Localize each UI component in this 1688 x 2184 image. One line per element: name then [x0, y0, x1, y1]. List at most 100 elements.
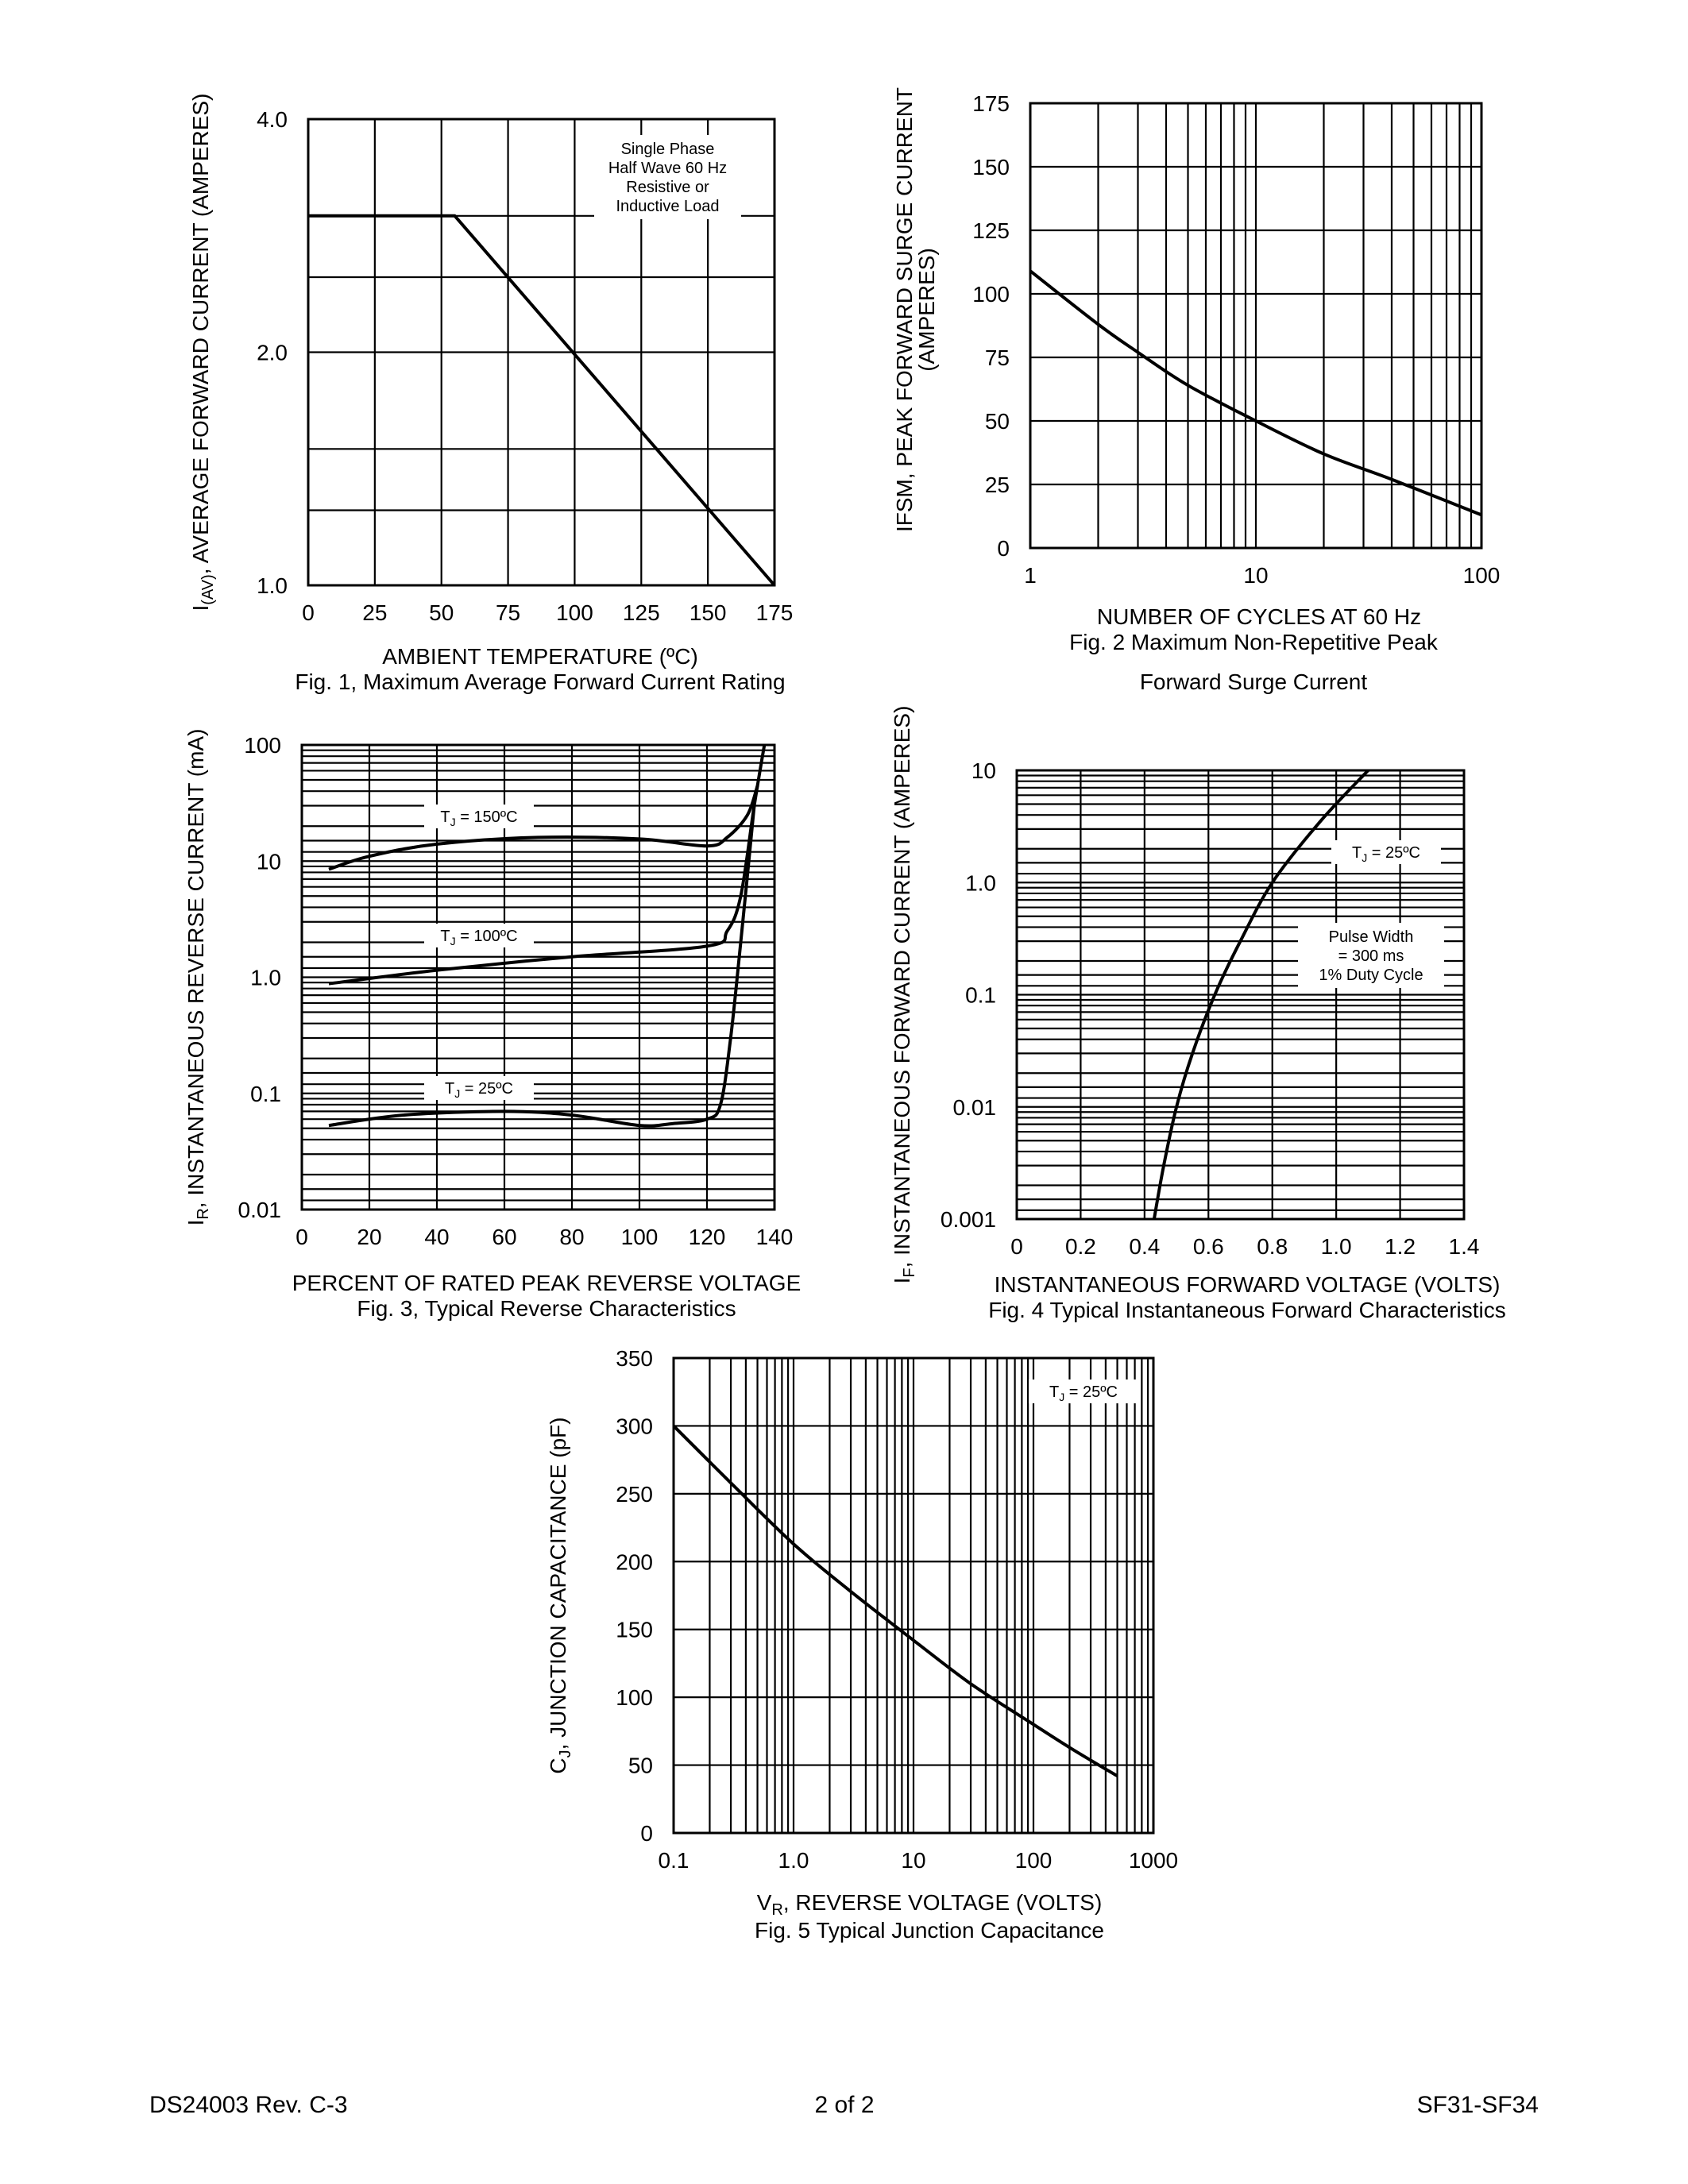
fig1-x-tick-label: 75 — [496, 600, 520, 625]
fig3-y-tick-label: 10 — [257, 849, 281, 874]
fig2-y-tick-label: 50 — [985, 409, 1010, 434]
fig2-y-tick-label: 0 — [997, 536, 1010, 561]
fig3-series-label-25-bg — [424, 1076, 534, 1100]
fig1-y-tick-label: 2.0 — [257, 341, 288, 365]
fig5-y-tick-label: 50 — [628, 1754, 653, 1778]
fig4-note-line: Pulse Width — [1329, 928, 1414, 946]
fig4-y-tick-label: 0.1 — [965, 983, 996, 1008]
fig3-y-tick-label: 1.0 — [250, 966, 281, 990]
fig5-y-tick-label: 250 — [616, 1482, 653, 1507]
fig4-chart: Pulse Width= 300 ms 1% Duty Cycle TJ = 25º… — [890, 706, 1506, 1322]
fig3-x-axis-label: PERCENT OF RATED PEAK REVERSE VOLTAGE — [292, 1271, 802, 1295]
fig4-x-tick-label: 0.8 — [1257, 1234, 1288, 1259]
fig1-plot-frame — [307, 118, 776, 587]
fig3-series-label-100-bg — [424, 924, 534, 947]
fig1-y-axis-label: I(AV), AVERAGE FORWARD CURRENT (AMPERES) — [188, 93, 217, 611]
fig3-y-tick-label: 0.01 — [238, 1198, 282, 1222]
fig3-plot-frame — [300, 743, 776, 1211]
fig3-series-line — [328, 785, 759, 871]
fig1-caption: Fig. 1, Maximum Average Forward Current … — [295, 669, 785, 694]
fig3-x-tick-label: 80 — [559, 1225, 584, 1249]
fig2-y-tick-label: 25 — [985, 473, 1010, 497]
fig3-y-tick-label: 100 — [244, 733, 281, 758]
fig1-x-tick-label: 0 — [302, 600, 315, 625]
fig4-x-tick-label: 0.6 — [1193, 1234, 1224, 1259]
fig1-note-line: Inductive Load — [616, 198, 719, 215]
fig5-x-tick-label: 1.0 — [778, 1848, 809, 1873]
fig1-series-line — [308, 214, 776, 587]
fig5-y-tick-label: 0 — [640, 1821, 653, 1846]
fig5-x-tick-label: 100 — [1015, 1848, 1053, 1873]
fig1-x-tick-label: 25 — [362, 600, 387, 625]
fig1-x-tick-label: 150 — [689, 600, 727, 625]
fig5-series-label-25-bg — [1029, 1379, 1138, 1403]
fig5-series-label-25: TJ = 25ºC — [1049, 1383, 1118, 1403]
fig4-series-label-25-bg — [1331, 840, 1441, 864]
fig1-note-line: Resistive or — [626, 179, 709, 196]
fig5-caption: Fig. 5 Typical Junction Capacitance — [755, 1918, 1104, 1943]
fig3-series-label-100: TJ = 100ºC — [440, 928, 517, 947]
fig4-x-tick-label: 1.4 — [1449, 1234, 1480, 1259]
fig4-x-tick-label: 1.2 — [1385, 1234, 1416, 1259]
fig2-chart: 1 10 100 0 25 50 75 100 125 150 175 NUMBER OF CYCLE… — [892, 87, 1500, 694]
fig2-y-axis-label-line: IFSM, PEAK FORWARD SURGE CURRENT — [892, 87, 917, 532]
fig5-x-tick-label: 1000 — [1129, 1848, 1178, 1873]
fig2-caption-line-2: Forward Surge Current — [1140, 669, 1368, 694]
fig2-y-tick-label: 125 — [972, 218, 1010, 243]
fig5-y-tick-label: 200 — [616, 1549, 653, 1574]
fig2-x-tick-label: 1 — [1024, 563, 1037, 588]
fig3-chart: TJ = 150ºC TJ = 100ºC TJ = 25ºC 0 20 40 60 80 10… — [183, 729, 801, 1321]
fig3-series-label-150: TJ = 150ºC — [440, 808, 517, 828]
fig1-y-tick-label: 4.0 — [257, 107, 288, 132]
fig3-x-tick-label: 120 — [689, 1225, 726, 1249]
fig2-x-tick-label: 100 — [1463, 563, 1501, 588]
fig4-x-tick-label: 1.0 — [1321, 1234, 1352, 1259]
fig2-y-tick-label: 150 — [972, 155, 1010, 179]
fig1-x-tick-label: 175 — [756, 600, 794, 625]
fig2-y-tick-label: 175 — [972, 91, 1010, 116]
fig3-x-tick-label: 20 — [357, 1225, 381, 1249]
fig4-y-tick-label: 0.01 — [953, 1095, 997, 1120]
fig2-caption-line-1: Fig. 2 Maximum Non-Repetitive Peak — [1069, 630, 1439, 654]
fig4-plot-frame — [1015, 769, 1466, 1221]
fig2-x-tick-label: 10 — [1243, 563, 1268, 588]
fig4-note-line: = 300 ms — [1338, 947, 1404, 965]
fig5-y-tick-label: 350 — [616, 1346, 653, 1371]
fig3-series-label-25: TJ = 25ºC — [445, 1080, 513, 1100]
fig4-caption: Fig. 4 Typical Instantaneous Forward Cha… — [988, 1298, 1506, 1322]
fig3-series-line — [328, 805, 756, 1128]
fig3-x-tick-label: 140 — [756, 1225, 794, 1249]
fig4-note-line: 1% Duty Cycle — [1319, 967, 1423, 984]
fig5-y-tick-label: 100 — [616, 1685, 653, 1710]
fig3-series-label-150-bg — [424, 805, 534, 828]
fig5-x-axis-label: VR, REVERSE VOLTAGE (VOLTS) — [757, 1890, 1103, 1919]
fig4-y-axis-label: IF, INSTANTANEOUS FORWARD CURRENT (AMPER… — [890, 706, 918, 1284]
fig5-x-tick-label: 10 — [901, 1848, 925, 1873]
fig2-plot-frame — [1029, 102, 1483, 550]
fig4-series-line — [1152, 769, 1369, 1220]
fig4-x-tick-label: 0 — [1010, 1234, 1023, 1259]
fig1-note-line: Single Phase — [621, 141, 715, 158]
fig2-y-axis-label-line: (AMPERES) — [914, 248, 939, 372]
fig3-y-tick-label: 0.1 — [250, 1082, 281, 1106]
footer-doc-id: DS24003 Rev. C-3 — [149, 2092, 348, 2118]
fig4-x-tick-label: 0.4 — [1129, 1234, 1160, 1259]
fig5-chart: TJ = 25ºC 0.1 1.0 10 100 1000 0 50 100 150 200 250 3… — [546, 1346, 1178, 1943]
fig5-y-tick-label: 300 — [616, 1414, 653, 1438]
fig4-x-axis-label: INSTANTANEOUS FORWARD VOLTAGE (VOLTS) — [995, 1272, 1501, 1297]
fig1-x-tick-label: 125 — [623, 600, 660, 625]
fig1-x-tick-label: 100 — [556, 600, 593, 625]
fig1-note-line: Half Wave 60 Hz — [608, 160, 727, 177]
fig1-y-tick-label: 1.0 — [257, 573, 288, 598]
footer-page-number: 2 of 2 — [814, 2092, 874, 2118]
fig1-x-tick-label: 50 — [429, 600, 454, 625]
fig3-x-tick-label: 60 — [492, 1225, 516, 1249]
fig2-y-tick-label: 75 — [985, 345, 1010, 370]
fig4-y-tick-label: 10 — [971, 758, 996, 783]
fig3-y-axis-label: IR, INSTANTANEOUS REVERSE CURRENT (mA) — [183, 729, 212, 1226]
fig1-x-axis-label: AMBIENT TEMPERATURE (ºC) — [382, 644, 698, 669]
fig4-note-bg — [1298, 923, 1444, 988]
fig4-y-tick-label: 0.001 — [941, 1207, 996, 1232]
fig2-series-line — [1029, 269, 1482, 517]
